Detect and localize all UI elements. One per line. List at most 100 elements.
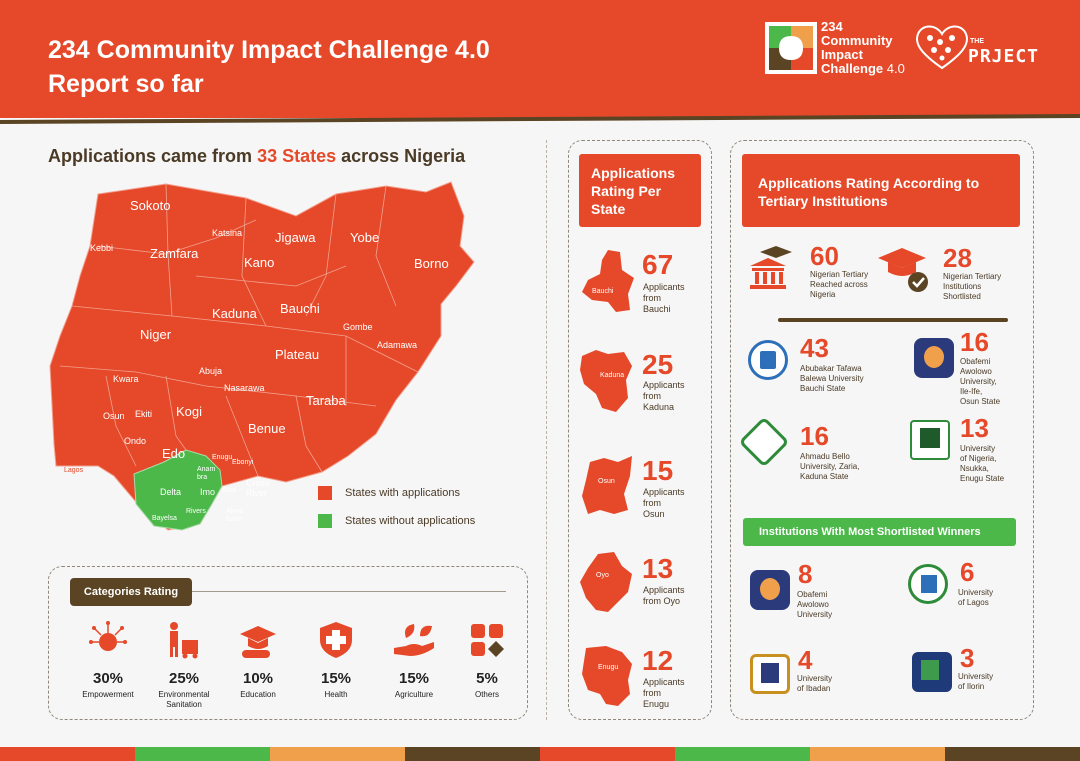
state-label-jigawa: Jigawa — [275, 230, 316, 245]
per-state-label: Applicants from Bauchi — [643, 282, 685, 314]
per-state-number: 15 — [642, 455, 674, 486]
category-empowerment: 30% Empowerment — [68, 620, 148, 700]
per-state-label: Applicants from Osun — [643, 487, 685, 519]
footer-segment — [540, 747, 675, 761]
sanitation-icon — [170, 622, 198, 659]
state-label-kogi: Kogi — [176, 404, 203, 419]
header-banner — [0, 0, 1080, 118]
winner-count: 4 — [798, 645, 813, 675]
footer-segment — [945, 747, 1080, 761]
state-label-bayelsa: Bayelsa — [152, 515, 177, 522]
state-label-kaduna: Kaduna — [212, 306, 257, 321]
state-label-katsina: Katsina — [212, 228, 243, 238]
challenge-logo-text: 234 Community Impact Challenge 4.0 — [821, 19, 905, 76]
state-label-gombe: Gombe — [343, 322, 373, 332]
categories-title: Categories Rating — [70, 578, 192, 606]
legend-item-without: States without applications — [318, 514, 475, 528]
oau-winner-seal-icon — [750, 570, 790, 610]
per-state-number: 67 — [642, 249, 674, 280]
winner-name: Obafemi Awolowo University — [797, 590, 833, 619]
institution-count: 16 — [800, 421, 829, 451]
state-label-lagos: Lagos — [64, 467, 84, 474]
state-label-bauchi: Bauchi — [280, 301, 320, 316]
state-label-anambra: Anam bra — [197, 466, 216, 481]
category-health: 15% Health — [296, 620, 376, 700]
winner-name: University of Ilorin — [958, 672, 994, 691]
state-label-plateau: Plateau — [275, 347, 320, 362]
ui-seal-icon — [750, 654, 790, 694]
challenge-logo-icon — [765, 22, 817, 74]
state-label-enugu: Enugu — [212, 454, 233, 461]
institution-count: 43 — [800, 333, 829, 363]
state-label-sokoto: Sokoto — [130, 198, 171, 213]
state-label-nasarawa: Nasarawa — [224, 383, 265, 393]
state-label-kwara: Kwara — [113, 374, 139, 384]
per-state-number: 13 — [642, 553, 674, 584]
unilorin-seal-icon — [912, 652, 952, 692]
state-label-edo: Edo — [162, 446, 186, 461]
kaduna-shape — [580, 350, 632, 412]
category-agriculture: 15% Agriculture — [374, 620, 454, 700]
footer-segment — [0, 747, 135, 761]
per-state-label: Applicants from Kaduna — [643, 380, 685, 412]
state-label-abia: Abia — [222, 487, 237, 494]
institution-name: Obafemi Awolowo University, Ile-Ife, Osun St… — [960, 357, 1001, 406]
others-icon — [471, 624, 504, 657]
category-sanitation: 25% Environmental Sanitation — [144, 620, 224, 710]
category-others: 5% Others — [447, 620, 527, 700]
per-state-number: 12 — [642, 645, 674, 676]
state-label-ekiti: Ekiti — [135, 409, 153, 419]
atbu-seal-icon — [748, 340, 788, 380]
categories-divider — [192, 591, 506, 592]
header-underline — [0, 114, 1080, 124]
state-label-niger: Niger — [140, 327, 172, 342]
agriculture-icon — [394, 624, 434, 656]
state-label-zamfara: Zamfara — [150, 246, 199, 261]
map-states-without-applications — [133, 449, 223, 531]
state-label-imo: Imo — [200, 487, 216, 497]
winner-name: University of Ibadan — [797, 674, 833, 693]
state-label-kano: Kano — [244, 255, 275, 270]
legend-item-with: States with applications — [318, 486, 475, 500]
state-label-ondo: Ondo — [124, 436, 147, 446]
categories-panel — [48, 566, 528, 720]
per-state-label: Applicants from Oyo — [643, 585, 685, 606]
shortlisted-cap-icon — [878, 248, 928, 292]
winner-name: University of Lagos — [958, 588, 994, 607]
state-label-ebonyi: Ebonyi — [232, 459, 254, 466]
education-icon — [240, 626, 276, 658]
footer-segment — [810, 747, 945, 761]
legend-swatch-with — [318, 486, 332, 500]
section-divider — [546, 140, 547, 720]
institution-building-icon — [750, 246, 792, 289]
institution-count: 16 — [960, 327, 989, 357]
tertiary-title: Applications Rating According to Tertiar… — [742, 154, 1020, 227]
unn-seal-icon — [910, 420, 950, 460]
state-label-kebbi: Kebbi — [90, 243, 114, 253]
state-label-abuja: Abuja — [199, 366, 223, 376]
page-title: 234 Community Impact Challenge 4.0 Repor… — [48, 36, 490, 98]
state-label-akwa-ibom: Akwa Ibom — [226, 508, 244, 523]
enugu-shape — [582, 646, 632, 706]
state-label-adamawa: Adamawa — [377, 340, 418, 350]
institution-name: Abubakar Tafawa Balewa University Bauchi S… — [800, 364, 864, 393]
state-label-cross-river: Cross River — [246, 478, 270, 498]
state-label-delta: Delta — [160, 487, 182, 497]
reached-label: Nigerian Tertiary Reached across Nigeria — [810, 270, 869, 299]
winner-count: 8 — [798, 559, 813, 589]
shortlisted-label: Nigerian Tertiary Institutions Shortlisted — [943, 272, 1002, 301]
per-state-label: Applicants from Enugu — [643, 677, 685, 709]
winners-title: Institutions With Most Shortlisted Winne… — [743, 518, 1016, 546]
reached-count: 60 — [810, 241, 839, 271]
state-label-benue: Benue — [248, 421, 286, 436]
unilag-seal-icon — [908, 564, 948, 604]
institution-count: 13 — [960, 413, 989, 443]
health-icon — [320, 622, 352, 658]
state-label-rivers: Rivers — [186, 508, 206, 515]
project-logo-word: PRJECT — [968, 46, 1040, 67]
winner-count: 6 — [960, 557, 975, 587]
footer-segment — [270, 747, 405, 761]
winner-count: 3 — [960, 643, 975, 673]
footer-segment — [135, 747, 270, 761]
map-heading: Applications came from 33 States across … — [48, 146, 466, 166]
